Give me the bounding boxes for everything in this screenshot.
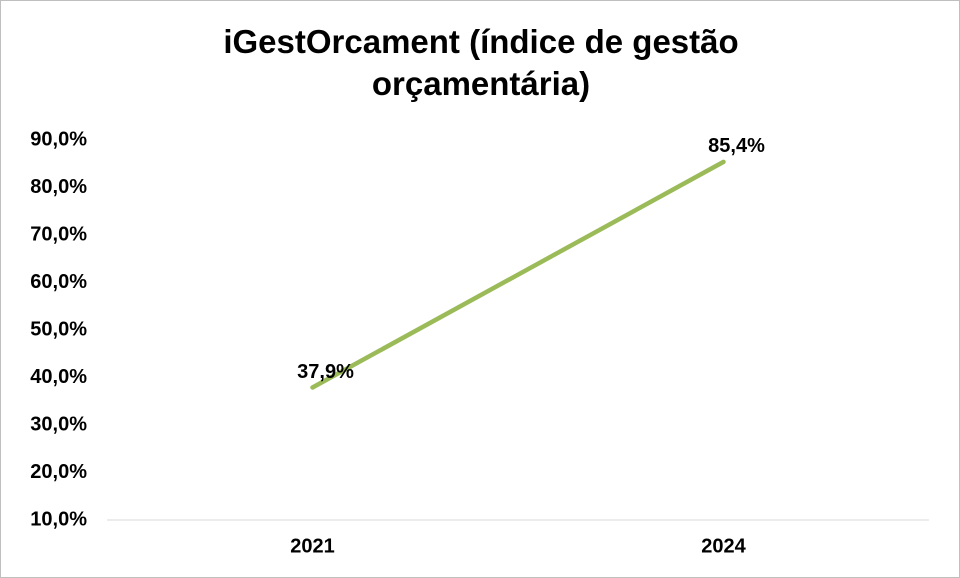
chart-title: iGestOrcament (índice de gestão orçament…: [223, 23, 739, 102]
x-tick-label: 2021: [290, 535, 335, 557]
data-label: 85,4%: [708, 135, 765, 157]
y-tick-label: 80,0%: [30, 176, 87, 198]
line-series: [310, 159, 726, 390]
y-tick-label: 10,0%: [30, 508, 87, 530]
y-tick-label: 90,0%: [30, 128, 87, 150]
data-label: 37,9%: [297, 361, 354, 383]
y-tick-label: 40,0%: [30, 366, 87, 388]
y-tick-label: 20,0%: [30, 461, 87, 483]
y-tick-label: 60,0%: [30, 271, 87, 293]
x-tick-label: 2024: [701, 535, 746, 557]
y-tick-label: 70,0%: [30, 223, 87, 245]
y-tick-label: 50,0%: [30, 318, 87, 340]
y-tick-label: 30,0%: [30, 413, 87, 435]
